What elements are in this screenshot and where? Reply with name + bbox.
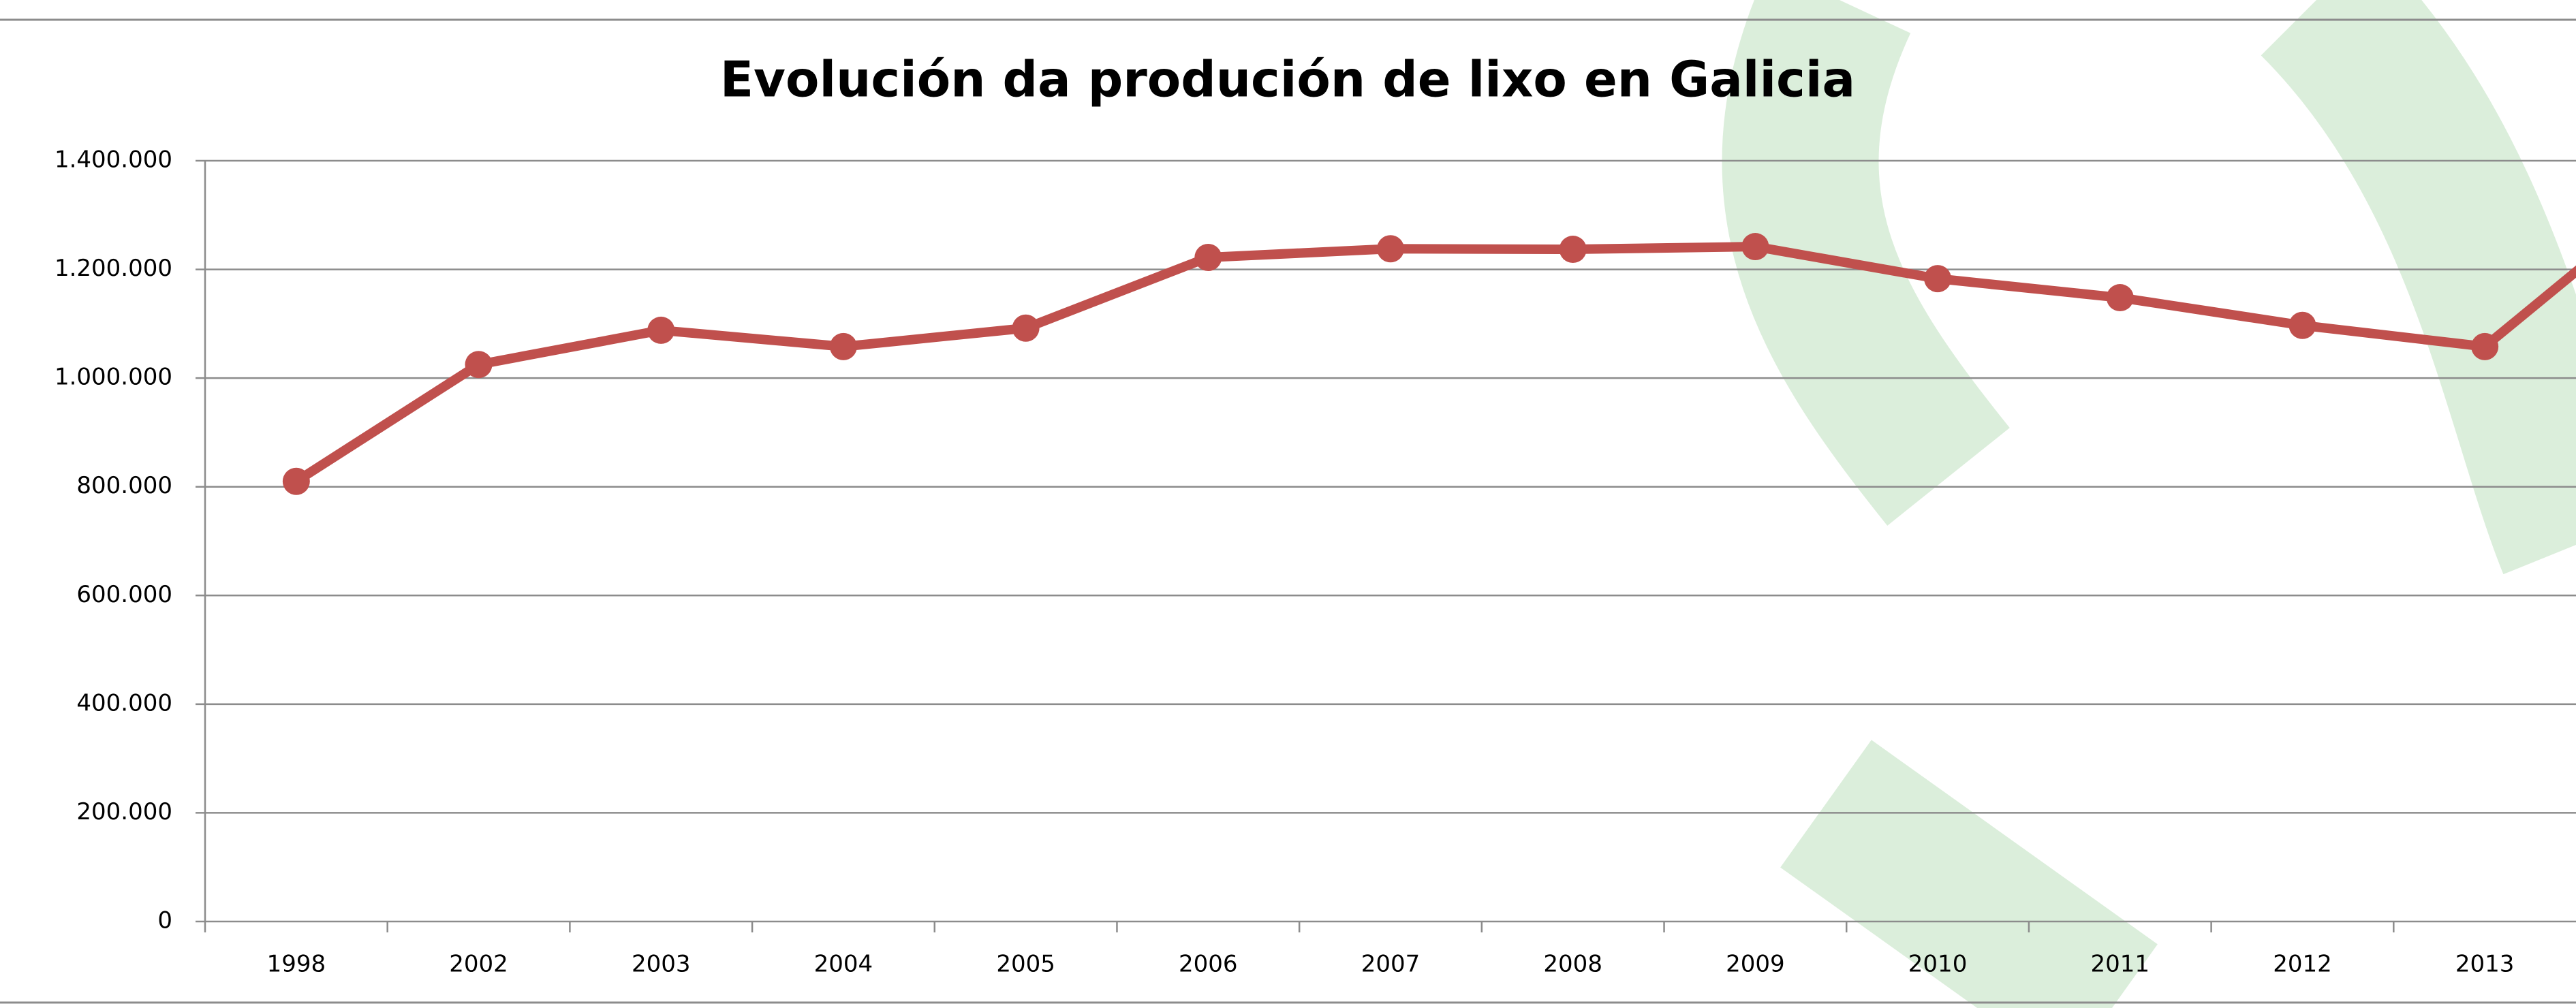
marker — [465, 351, 493, 378]
y-tick-label: 800.000 — [76, 472, 172, 499]
y-tick-label: 400.000 — [76, 689, 172, 716]
x-tick-label: 2013 — [2455, 951, 2515, 978]
y-tick-label: 1.400.000 — [55, 146, 172, 174]
marker — [283, 468, 310, 495]
x-tick-label: 2012 — [2273, 951, 2332, 978]
y-tick-label: 0 — [157, 907, 172, 934]
marker — [1924, 265, 1951, 292]
y-tick-label: 200.000 — [76, 798, 172, 825]
x-tick-label: 2007 — [1361, 951, 1421, 978]
marker — [830, 333, 857, 360]
marker — [2288, 312, 2316, 339]
marker — [1194, 244, 1222, 271]
y-tick-label: 1.200.000 — [55, 255, 172, 282]
marker — [1559, 236, 1587, 263]
chart: Evolución da produción de lixo en Galici… — [0, 0, 2576, 1008]
marker — [647, 317, 674, 344]
marker — [1012, 315, 1040, 342]
x-tick-label: 2009 — [1726, 951, 1785, 978]
marker — [2471, 333, 2498, 360]
marker — [2107, 284, 2134, 311]
x-tick-label: 2004 — [814, 951, 873, 978]
line-series — [296, 247, 2485, 482]
x-tick-label: 2006 — [1179, 951, 1238, 978]
marker — [1377, 235, 1404, 262]
y-tick-label: 1.000.000 — [55, 364, 172, 391]
chart-title: Evolución da produción de lixo en Galici… — [720, 51, 1855, 108]
x-tick-label: 1998 — [267, 951, 326, 978]
x-tick-label: 2003 — [632, 951, 691, 978]
x-tick-label: 2008 — [1543, 951, 1602, 978]
y-tick-label: 600.000 — [76, 581, 172, 608]
background-decoration — [1801, 0, 2576, 1008]
x-tick-label: 2005 — [996, 951, 1055, 978]
x-tick-label: 2010 — [1908, 951, 1968, 978]
marker — [1741, 233, 1769, 260]
x-tick-label: 2002 — [449, 951, 508, 978]
x-tick-label: 2011 — [2091, 951, 2150, 978]
